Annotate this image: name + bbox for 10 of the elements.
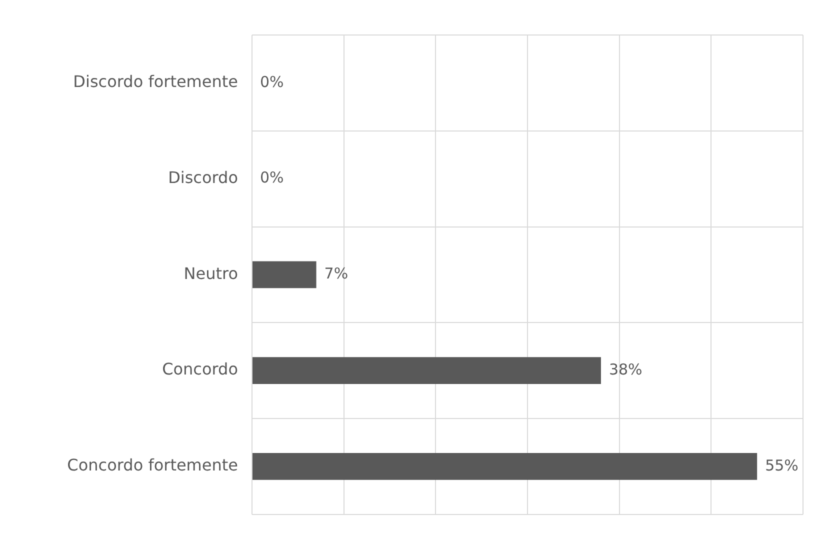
y-tick-label: Concordo fortemente xyxy=(67,456,238,475)
data-label: 0% xyxy=(260,72,284,91)
data-label: 38% xyxy=(608,360,642,378)
y-tick-label: Discordo xyxy=(168,168,238,187)
data-label: 0% xyxy=(260,168,284,187)
y-tick-label: Neutro xyxy=(184,264,238,283)
data-label: 55% xyxy=(765,456,798,474)
y-tick-label: Concordo xyxy=(162,360,238,379)
data-label: 7% xyxy=(324,264,348,283)
y-tick-label: Discordo fortemente xyxy=(73,72,238,92)
